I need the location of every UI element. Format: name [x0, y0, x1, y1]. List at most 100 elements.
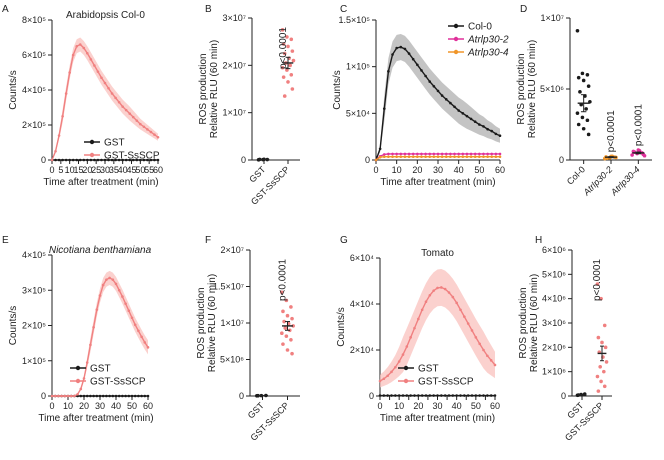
data-point — [86, 51, 89, 55]
data-point — [403, 155, 407, 159]
error-band — [52, 270, 148, 396]
data-point — [121, 105, 124, 108]
data-point — [108, 276, 111, 280]
panel-letter: D — [520, 4, 527, 15]
y-tick-label: 3×10⁶ — [542, 318, 566, 328]
data-point — [391, 155, 394, 159]
data-point — [469, 155, 473, 159]
panel-letter: F — [205, 235, 211, 246]
data-point — [596, 335, 601, 340]
data-point — [289, 73, 294, 77]
y-tick-label: 2×10⁷ — [220, 245, 244, 255]
data-point — [95, 308, 99, 311]
data-point — [290, 87, 295, 91]
data-point — [53, 394, 57, 398]
data-point — [291, 58, 296, 63]
p-value-annotation: p<0.0001 — [278, 259, 289, 301]
p-value-annotation: p<0.0001 — [592, 259, 603, 301]
data-point — [444, 98, 448, 101]
data-point — [89, 343, 92, 347]
data-point — [405, 345, 409, 348]
x-tick-label: 50 — [474, 165, 484, 175]
data-point — [378, 147, 382, 151]
data-point — [453, 155, 456, 159]
data-point — [443, 394, 447, 397]
data-point — [127, 394, 131, 398]
data-point — [466, 322, 470, 325]
data-point — [105, 278, 108, 281]
data-point — [289, 37, 294, 42]
data-point — [595, 282, 600, 286]
data-point — [61, 114, 64, 118]
data-point — [493, 394, 497, 397]
x-tick-label: 45 — [126, 165, 136, 175]
y-tick-label: 5×10⁶ — [220, 355, 244, 365]
data-point — [420, 394, 424, 397]
data-point — [443, 287, 447, 291]
data-point — [416, 63, 419, 67]
data-point — [107, 86, 110, 90]
data-point — [108, 394, 111, 398]
data-point — [124, 158, 128, 162]
data-point — [424, 152, 427, 156]
data-point — [424, 394, 428, 397]
data-point — [397, 394, 401, 397]
legend-label: Atrlp30-4 — [467, 48, 509, 59]
x-tick-label: 0 — [377, 401, 382, 411]
x-tick-label: 60 — [490, 401, 500, 411]
data-point — [580, 71, 585, 76]
data-point — [391, 53, 394, 56]
legend-marker — [89, 152, 95, 158]
data-point — [455, 394, 458, 397]
data-point — [96, 158, 100, 162]
data-point — [284, 334, 289, 338]
data-point — [117, 288, 121, 292]
data-point — [285, 348, 290, 352]
p-value-annotation: p<0.0001 — [633, 104, 644, 146]
data-point — [131, 158, 135, 162]
data-point — [289, 337, 293, 342]
x-tick-label: 20 — [413, 401, 423, 411]
legend-marker — [403, 378, 409, 384]
data-point — [140, 335, 143, 339]
data-point — [482, 125, 485, 128]
legend-marker — [453, 36, 459, 42]
data-point — [290, 316, 294, 321]
x-tick-label: 20 — [79, 401, 89, 411]
series-gst-ssscp — [50, 270, 150, 398]
data-point — [413, 394, 416, 397]
data-point — [411, 152, 415, 156]
data-point — [124, 394, 127, 398]
data-point — [153, 158, 156, 162]
data-point — [63, 394, 67, 398]
x-axis-title: Time after treatment (min) — [380, 177, 495, 188]
y-tick-label: 3×10⁵ — [22, 285, 46, 295]
data-point — [146, 394, 150, 398]
data-point — [411, 57, 415, 61]
data-point — [428, 155, 432, 159]
data-point — [71, 158, 75, 162]
panel-h: H01×10⁶2×10⁶3×10⁶4×10⁶5×10⁶6×10⁶GSTGST-S… — [518, 235, 612, 443]
data-point — [387, 70, 390, 73]
data-point — [114, 394, 118, 398]
data-point — [494, 155, 498, 159]
x-tick-label: 10 — [394, 401, 404, 411]
data-point — [57, 158, 61, 162]
data-point — [50, 394, 54, 398]
data-point — [92, 325, 95, 329]
x-tick-label: 0 — [373, 165, 378, 175]
series-gst-ssscp — [378, 269, 497, 388]
group-gst — [255, 393, 268, 398]
data-point — [424, 155, 427, 159]
data-point — [286, 44, 290, 49]
x-tick-label: 30 — [432, 401, 442, 411]
data-point — [146, 158, 149, 162]
data-point — [290, 351, 294, 356]
data-point — [486, 127, 489, 131]
data-point — [486, 152, 489, 156]
data-point — [130, 316, 134, 320]
data-point — [60, 394, 63, 398]
data-point — [100, 76, 103, 80]
data-point — [602, 384, 607, 389]
